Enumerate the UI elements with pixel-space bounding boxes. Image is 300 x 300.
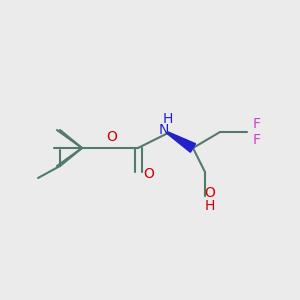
Text: F: F	[253, 133, 261, 147]
Text: H: H	[163, 112, 173, 126]
Text: O: O	[205, 186, 215, 200]
Text: N: N	[159, 123, 169, 137]
Text: O: O	[144, 167, 154, 181]
Polygon shape	[167, 132, 196, 152]
Text: H: H	[205, 199, 215, 213]
Text: F: F	[253, 117, 261, 131]
Text: O: O	[106, 130, 117, 144]
